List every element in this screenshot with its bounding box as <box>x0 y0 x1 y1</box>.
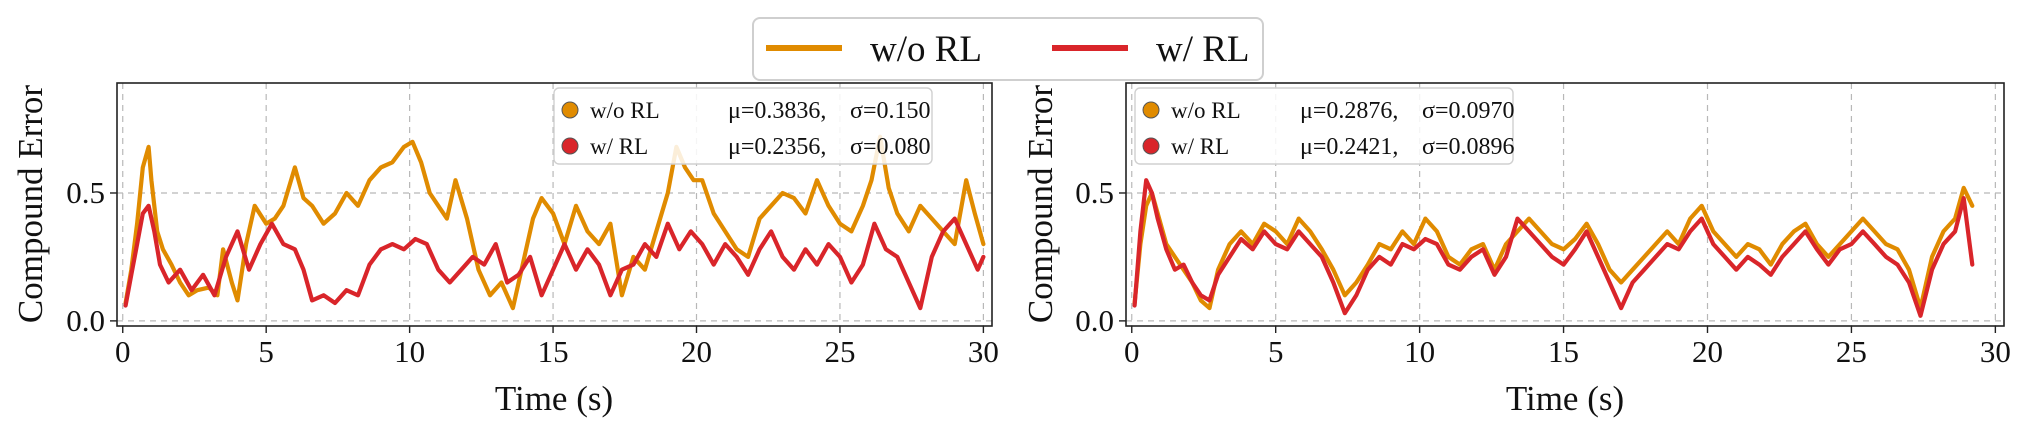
left-stats-label-w-rl: w/ RL <box>590 134 648 159</box>
left-y-tick-label: 0.0 <box>66 303 105 338</box>
left-x-tick-label: 25 <box>824 334 855 369</box>
right-x-tick-label: 20 <box>1692 334 1723 369</box>
right-x-ticks: 0 5 10 15 20 25 30 <box>1124 326 2011 369</box>
left-series <box>123 134 986 311</box>
right-stats-label-wo-rl: w/o RL <box>1171 98 1241 123</box>
top-legend: w/o RL w/ RL <box>752 17 1264 81</box>
left-series-wo-rl-line <box>123 134 986 311</box>
left-x-ticks: 0 5 10 15 20 25 30 <box>115 326 999 369</box>
right-x-tick-label: 30 <box>1980 334 2011 369</box>
right-panel: 0 5 10 15 20 25 30 0.0 0.5 Time (s) Compound Er… <box>1021 82 2011 418</box>
left-panel: 0 5 10 15 20 25 30 0.0 0.5 Time (s) Compound Er… <box>11 82 999 418</box>
right-stats-legend: w/o RL μ=0.2876, σ=0.0970 w/ RL μ=0.2421… <box>1134 87 1514 165</box>
right-stats-mu-wo-rl: μ=0.2876, <box>1300 98 1398 124</box>
left-x-tick-label: 30 <box>968 334 999 369</box>
right-stats-frame <box>1134 87 1514 165</box>
left-stats-sigma-w-rl: σ=0.080 <box>850 134 930 160</box>
right-x-tick-label: 15 <box>1548 334 1579 369</box>
left-stats-mu-wo-rl: μ=0.3836, <box>728 98 826 124</box>
left-plot-frame <box>116 82 993 327</box>
right-x-axis-title: Time (s) <box>1506 379 1624 418</box>
left-stats-frame <box>553 87 933 165</box>
left-stats-legend: w/o RL μ=0.3836, σ=0.150 w/ RL μ=0.2356,… <box>553 87 933 165</box>
right-x-tick-label: 0 <box>1124 334 1140 369</box>
right-stats-marker-wo-rl <box>1142 101 1160 119</box>
right-stats-sigma-wo-rl: σ=0.0970 <box>1422 98 1514 124</box>
left-y-axis-title: Compound Error <box>11 85 50 324</box>
left-stats-sigma-wo-rl: σ=0.150 <box>850 98 930 124</box>
left-stats-marker-wo-rl <box>561 101 579 119</box>
right-series <box>1132 178 1975 318</box>
left-x-tick-label: 5 <box>258 334 274 369</box>
left-x-tick-label: 15 <box>538 334 569 369</box>
left-stats-marker-w-rl <box>561 137 579 155</box>
right-plot-frame <box>1125 82 2005 327</box>
right-stats-mu-w-rl: μ=0.2421, <box>1300 134 1398 160</box>
right-y-tick-label: 0.5 <box>1075 175 1114 210</box>
left-y-ticks: 0.0 0.5 <box>66 175 117 338</box>
left-stats-mu-w-rl: μ=0.2356, <box>728 134 826 160</box>
left-x-tick-label: 20 <box>681 334 712 369</box>
left-x-tick-label: 10 <box>394 334 425 369</box>
legend-label-w-rl: w/ RL <box>1156 29 1250 70</box>
right-stats-marker-w-rl <box>1142 137 1160 155</box>
top-legend-frame <box>752 17 1264 81</box>
right-x-tick-label: 5 <box>1268 334 1284 369</box>
right-series-w-rl-line <box>1132 178 1975 318</box>
right-grid <box>1126 83 2004 326</box>
right-x-tick-label: 25 <box>1836 334 1867 369</box>
right-y-axis-title: Compound Error <box>1021 85 1060 324</box>
left-series-w-rl-line <box>123 203 986 311</box>
left-grid <box>117 83 992 326</box>
left-x-axis-title: Time (s) <box>495 379 613 418</box>
left-y-tick-label: 0.5 <box>66 175 105 210</box>
legend-label-wo-rl: w/o RL <box>870 29 982 70</box>
left-x-tick-label: 0 <box>115 334 131 369</box>
right-stats-sigma-w-rl: σ=0.0896 <box>1422 134 1514 160</box>
right-y-tick-label: 0.0 <box>1075 303 1114 338</box>
left-stats-label-wo-rl: w/o RL <box>590 98 660 123</box>
right-y-ticks: 0.0 0.5 <box>1075 175 1126 338</box>
right-stats-label-w-rl: w/ RL <box>1171 134 1229 159</box>
right-x-tick-label: 10 <box>1404 334 1435 369</box>
right-series-wo-rl-line <box>1132 185 1975 311</box>
